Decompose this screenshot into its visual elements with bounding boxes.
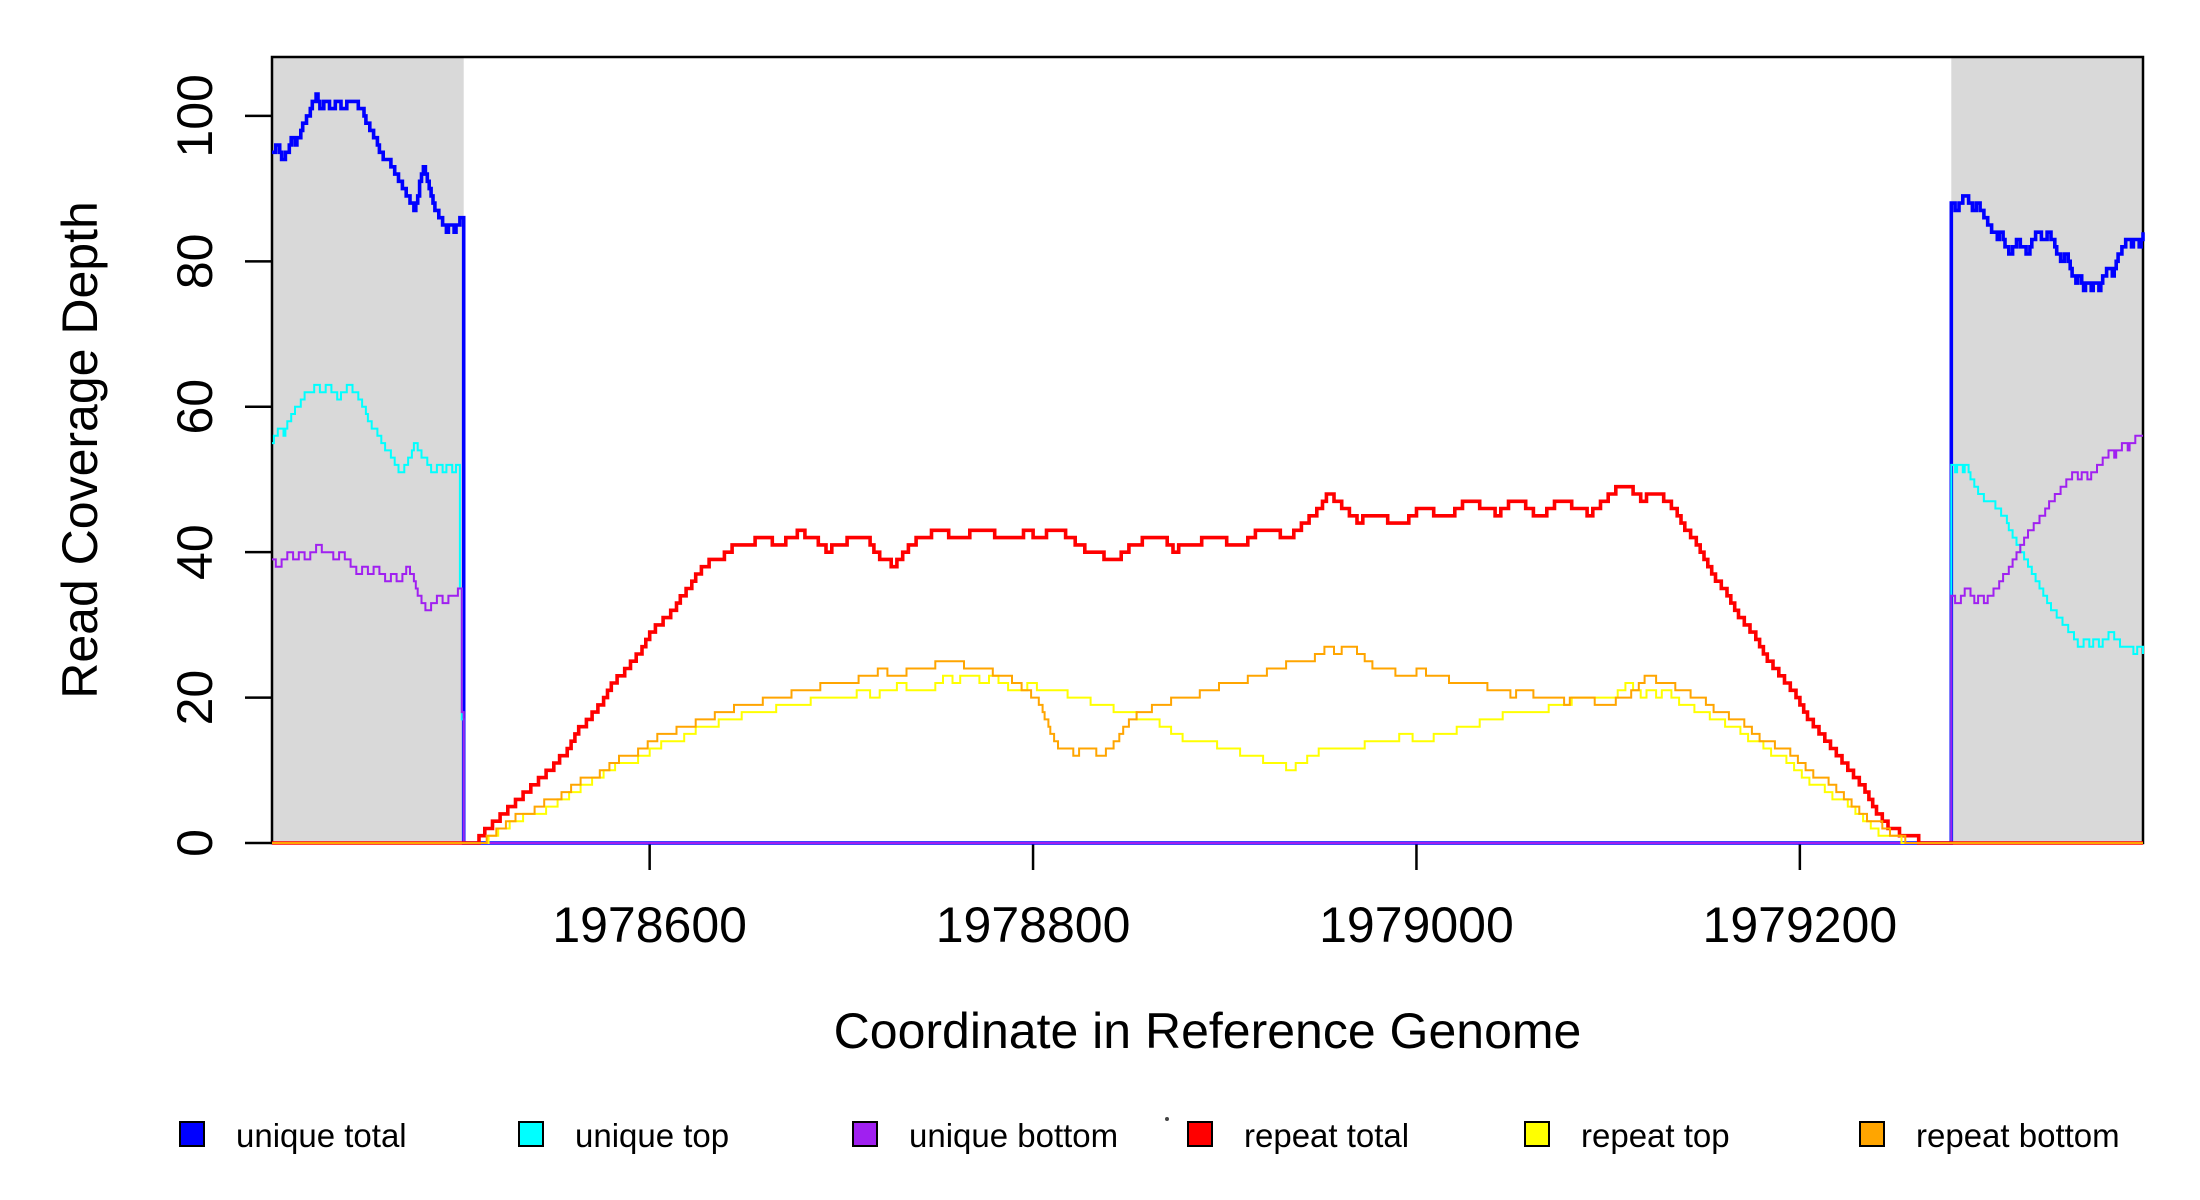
legend-swatch-repeat-top [1524, 1121, 1550, 1147]
legend-label-repeat-total: repeat total [1244, 1117, 1409, 1154]
y-axis-tick-label: 60 [167, 379, 223, 435]
x-axis-tick-label: 1978800 [936, 897, 1131, 953]
legend-swatch-repeat-bottom [1859, 1121, 1885, 1147]
legend-swatch-repeat-total [1187, 1121, 1213, 1147]
y-axis-tick-label: 100 [167, 74, 223, 157]
legend-label-repeat-top: repeat top [1581, 1117, 1730, 1154]
legend-label-unique-top: unique top [575, 1117, 729, 1154]
x-axis-tick-label: 1978600 [552, 897, 747, 953]
legend-label-unique-total: unique total [236, 1117, 407, 1154]
y-axis-tick-label: 0 [167, 829, 223, 857]
x-axis-title: Coordinate in Reference Genome [834, 1003, 1582, 1059]
series-repeat-bottom [272, 645, 2143, 844]
shaded-region-left-unique-flank [272, 57, 464, 843]
x-axis-tick-label: 1979200 [1703, 897, 1898, 953]
legend-swatch-unique-top [518, 1121, 544, 1147]
legend-label-unique-bottom: unique bottom [909, 1117, 1118, 1154]
legend-swatch-unique-bottom [852, 1121, 878, 1147]
y-axis-tick-label: 20 [167, 670, 223, 726]
stray-dot [1165, 1117, 1169, 1121]
legend-swatch-unique-total [179, 1121, 205, 1147]
series-unique-bottom [272, 434, 2143, 844]
y-axis-tick-label: 80 [167, 234, 223, 290]
y-axis-tick-label: 40 [167, 524, 223, 580]
x-axis-tick-label: 1979000 [1319, 897, 1514, 953]
series-repeat-top [272, 674, 2143, 844]
legend-label-repeat-bottom: repeat bottom [1916, 1117, 2120, 1154]
series-repeat-total [272, 484, 2143, 845]
y-axis-title: Read Coverage Depth [52, 201, 108, 699]
